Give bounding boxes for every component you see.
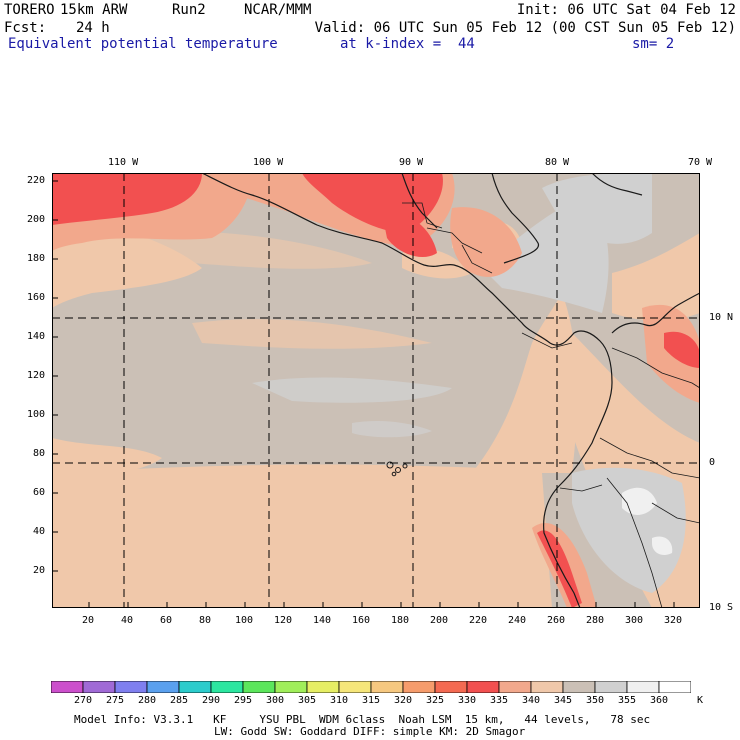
colorbar-swatch [146,681,180,693]
colorbar-level-label: 360 [650,695,669,706]
lat-label: 10 S [709,602,734,613]
valid-time: Valid: 06 UTC Sun 05 Feb 12 (00 CST Sun … [314,20,736,36]
coastline [201,173,700,608]
x-tick-label: 160 [352,615,371,626]
colorbar-level-label: 270 [74,695,93,706]
x-tick-label: 260 [547,615,566,626]
forecast-hours: 24 h [76,20,110,36]
colorbar-level-label: 315 [362,695,381,706]
y-tick-label: 100 [27,409,46,420]
x-tick-label: 80 [199,615,212,626]
x-tick-label: 240 [508,615,527,626]
y-tick-label: 160 [27,292,46,303]
colorbar-level-label: 320 [394,695,413,706]
y-tick-label: 60 [33,487,46,498]
colorbar-swatch [402,681,436,693]
colorbar-swatch [82,681,116,693]
x-tick-label: 120 [274,615,293,626]
model-info-line: Model Info: V3.3.1 KF YSU PBL WDM 6class… [74,713,651,726]
colorbar-swatch [210,681,244,693]
colorbar-swatch [274,681,308,693]
run-label: Run2 [172,2,206,18]
colorbar-level-label: 290 [202,695,221,706]
colorbar-swatch [626,681,660,693]
colorbar-level-label: 280 [138,695,157,706]
colorbar-swatch [114,681,148,693]
organization: NCAR/MMM [244,2,312,18]
x-tick-label: 20 [82,615,95,626]
lon-label: 100 W [253,157,284,168]
colorbar-swatch [338,681,372,693]
colorbar-level-label: 330 [458,695,477,706]
x-tick-label: 300 [625,615,644,626]
colorbar-swatch [51,681,84,693]
field-355 [622,487,673,555]
colorbar-level-label: 325 [426,695,445,706]
colorbar-swatch [658,681,691,693]
y-tick-label: 140 [27,331,46,342]
colorbar-swatch [434,681,468,693]
colorbar-level-label: 350 [586,695,605,706]
x-tick-label: 40 [121,615,134,626]
lat-label: 10 N [709,312,734,323]
init-time: Init: 06 UTC Sat 04 Feb 12 [516,2,736,18]
colorbar-swatch [562,681,596,693]
field-330 [52,173,700,608]
y-tick-label: 180 [27,253,46,264]
x-tick-label: 200 [430,615,449,626]
y-tick-label: 220 [27,175,46,186]
colorbar-swatch [370,681,404,693]
colorbar-unit: K [697,695,704,706]
colorbar-swatch [242,681,276,693]
map-frame [52,173,700,608]
colorbar-swatch [306,681,340,693]
y-tick-label: 80 [33,448,46,459]
x-tick-label: 280 [586,615,605,626]
x-tick-label: 180 [391,615,410,626]
lon-label: 90 W [399,157,424,168]
colorbar-swatch [530,681,564,693]
smoothing-label: sm= 2 [632,36,675,52]
y-tick-label: 120 [27,370,46,381]
colorbar-level-label: 335 [490,695,509,706]
lon-label: 110 W [108,157,139,168]
island-outlines [386,461,408,477]
colorbar-level-label: 295 [234,695,253,706]
x-tick-label: 100 [235,615,254,626]
colorbar-level-label: 310 [330,695,349,706]
lon-label: 70 W [688,157,713,168]
physics-info-line: LW: Godd SW: Goddard DIFF: simple KM: 2D… [214,725,526,738]
x-tick-label: 320 [664,615,683,626]
level-label: at k-index = 44 [340,36,475,52]
forecast-label: Fcst: [4,20,47,36]
colorbar-swatch [594,681,628,693]
colorbar-level-label: 275 [106,695,125,706]
colorbar-swatch [178,681,212,693]
graticule [52,173,700,608]
colorbar-swatch [466,681,500,693]
model-name: TORERO [4,2,55,18]
field-350 [252,173,686,593]
colorbar-level-label: 355 [618,695,637,706]
model-resolution: 15km ARW [60,2,128,18]
colorbar-level-label: 285 [170,695,189,706]
field-name: Equivalent potential temperature [8,36,278,52]
colorbar [51,681,691,693]
colorbar-level-label: 345 [554,695,573,706]
y-tick-label: 40 [33,526,46,537]
colorbar-level-label: 340 [522,695,541,706]
y-tick-label: 200 [27,214,46,225]
lat-label: 0 [709,457,716,468]
x-tick-label: 220 [469,615,488,626]
border-lines [402,202,700,608]
colorbar-level-label: 300 [266,695,285,706]
y-tick-label: 20 [33,565,46,576]
colorbar-swatch [498,681,532,693]
colorbar-level-label: 305 [298,695,317,706]
x-tick-label: 140 [313,615,332,626]
theta-e-map [52,173,700,608]
x-tick-label: 60 [160,615,173,626]
lon-label: 80 W [545,157,570,168]
